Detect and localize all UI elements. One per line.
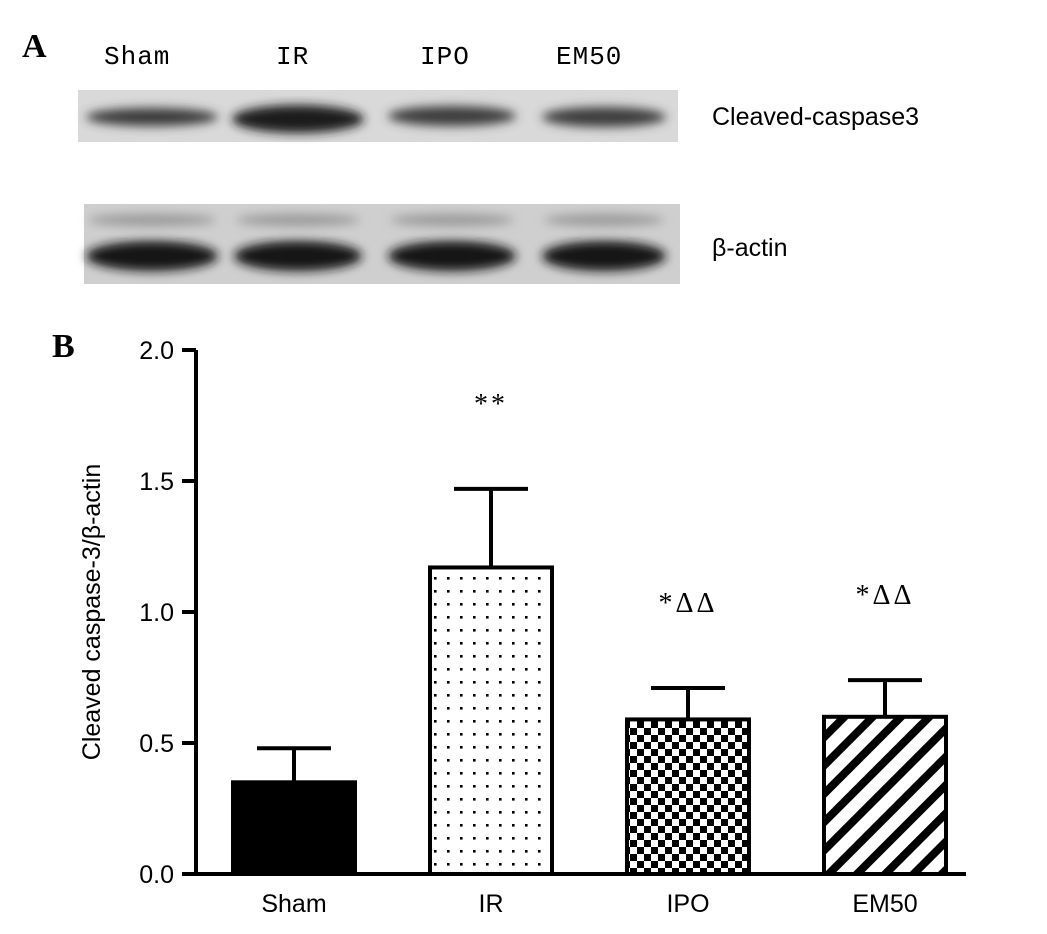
band-actin-sham-upper — [88, 214, 216, 226]
band-actin-em50-upper — [544, 214, 664, 226]
band-actin-ir — [234, 241, 362, 271]
panel-b-letter: B — [52, 328, 75, 365]
y-tick-label: 0.5 — [139, 730, 174, 758]
band-caspase-em50 — [542, 107, 666, 127]
actin-bands — [86, 214, 666, 271]
significance-label: ** — [474, 389, 508, 420]
lane-label-ir: IR — [276, 42, 310, 72]
band-actin-ipo — [388, 241, 516, 271]
y-tick-label: 1.0 — [139, 599, 174, 627]
y-axis-label: Cleaved caspase-3/β-actin — [78, 464, 106, 760]
lane-label-em50: EM50 — [556, 42, 623, 72]
significance-label: *ΔΔ — [855, 580, 914, 611]
band-actin-sham — [86, 241, 218, 271]
caspase-bands — [86, 105, 666, 133]
lane-label-sham: Sham — [104, 42, 171, 72]
protein-label-caspase: Cleaved-caspase3 — [712, 103, 920, 131]
panel-a-letter: A — [22, 28, 47, 65]
x-tick-label: IR — [479, 890, 504, 918]
band-actin-em50 — [542, 241, 666, 271]
band-actin-ir-upper — [236, 214, 360, 226]
band-actin-ipo-upper — [390, 214, 514, 226]
bar-ir — [428, 565, 554, 877]
bar-em50 — [822, 714, 948, 876]
lane-label-ipo: IPO — [420, 42, 470, 72]
significance-label: *ΔΔ — [658, 588, 717, 619]
x-tick-label: Sham — [261, 890, 326, 918]
y-tick-label: 1.5 — [139, 468, 174, 496]
protein-label-actin: β-actin — [712, 234, 788, 262]
band-caspase-ipo — [388, 106, 516, 126]
chart-bars: Sham IR ** IPO *ΔΔ EM50 *ΔΔ — [231, 389, 948, 918]
band-caspase-ir — [232, 105, 364, 133]
western-blot — [78, 90, 680, 284]
bar-ipo — [625, 717, 751, 876]
band-caspase-sham — [86, 108, 218, 126]
x-tick-label: IPO — [666, 890, 709, 918]
y-tick-label: 2.0 — [139, 337, 174, 365]
y-tick-label: 0.0 — [139, 861, 174, 889]
bar-sham — [231, 780, 357, 876]
x-tick-label: EM50 — [852, 890, 917, 918]
